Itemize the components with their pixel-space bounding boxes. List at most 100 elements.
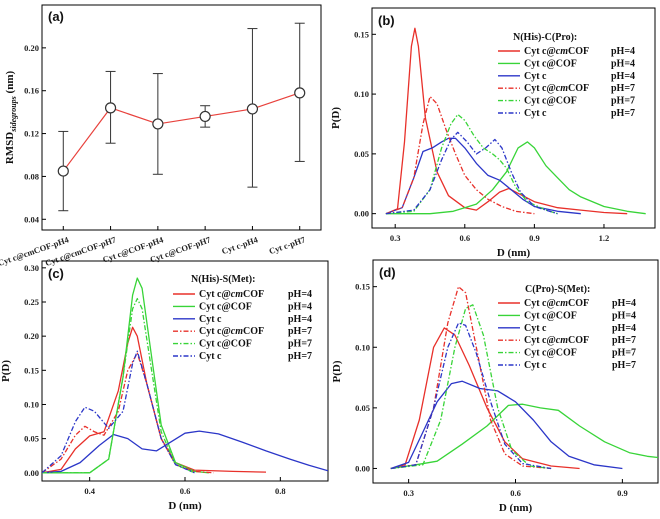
legend-label: Cyt c	[524, 360, 547, 371]
legend-label: Cyt c@COF	[524, 310, 577, 321]
y-tick-label: 0.00	[24, 468, 39, 478]
x-tick-label: 0.9	[617, 488, 628, 498]
legend-title: N(His)-S(Met):	[191, 274, 255, 285]
legend-ph: pH=4	[611, 46, 635, 57]
y-tick-label: 0.20	[24, 331, 39, 341]
legend-ph: pH=4	[611, 58, 635, 69]
legend-ph: pH=7	[288, 326, 312, 337]
y-axis-label: P(D)	[331, 360, 343, 382]
legend-ph: pH=4	[612, 310, 636, 321]
legend-label-part: cm	[556, 335, 568, 346]
legend-label: Cyt c@cmCOF	[524, 335, 589, 346]
series-line-0	[385, 27, 628, 215]
series-group	[390, 286, 658, 470]
data-point	[199, 110, 211, 123]
series-line-4	[42, 297, 195, 474]
y-tick-label: 0.04	[24, 214, 40, 224]
plot-frame	[41, 4, 322, 231]
data-line	[62, 92, 300, 172]
series-line-4	[385, 113, 558, 215]
legend-label: Cyt c@COF	[524, 348, 577, 359]
legend-label-part: cm	[556, 83, 568, 94]
legend-ph: pH=7	[612, 348, 636, 359]
legend-label: Cyt c@cmCOF	[524, 298, 589, 309]
series-line-1	[385, 141, 646, 215]
series-line-5	[42, 350, 195, 474]
data-point	[246, 103, 259, 115]
x-tick-label: 0.6	[510, 488, 521, 498]
series-line-2	[42, 430, 328, 474]
panel-d: 0.00 0.05 0.10 0.15 0.3 0.6 0.9 C(Pro)-S(Met): C…	[331, 259, 659, 514]
category-label: Cyt c-pH4	[220, 234, 259, 256]
legend-ph: pH=7	[288, 351, 312, 362]
series-line-5	[385, 131, 558, 215]
legend-label-part: cm	[556, 298, 568, 309]
series-line-5	[390, 322, 552, 470]
legend-label-part: COF	[568, 83, 589, 94]
data-point	[152, 118, 164, 130]
category-label: Cyt c-pH7	[268, 234, 307, 256]
x-tick-label: 0.3	[403, 488, 414, 498]
y-tick-label: 0.00	[354, 209, 369, 219]
legend-label: Cyt c@COF	[199, 301, 252, 312]
legend-label-part: Cyt c@	[524, 46, 556, 57]
series-group	[385, 27, 646, 215]
panel-label: (d)	[379, 265, 396, 280]
series-line-1	[390, 403, 658, 470]
y-tick-label: 0.25	[24, 297, 39, 307]
legend-ph: pH=7	[611, 108, 635, 119]
legend-ph: pH=4	[612, 298, 636, 309]
x-axis-label: D (nm)	[499, 502, 533, 514]
legend-label-part: cm	[556, 46, 568, 57]
x-tick-label: 0.3	[390, 233, 401, 243]
x-tick-label: 0.9	[529, 233, 540, 243]
legend-ph: pH=4	[611, 71, 635, 82]
series-line-2	[390, 380, 623, 470]
legend-label: Cyt c@cmCOF	[524, 83, 589, 94]
y-axis-label: RMSDsidegroups (nm)	[4, 71, 18, 165]
series-group	[42, 277, 328, 474]
series-line-3	[385, 95, 535, 215]
legend-label-part: Cyt c@	[524, 335, 556, 346]
data-point	[294, 87, 306, 99]
legend-label: Cyt c	[199, 351, 222, 362]
legend-label: Cyt c@COF	[199, 339, 252, 350]
panel-b: 0.00 0.05 0.10 0.15 0.3 0.6 0.9 1.2 N(His)-C(Pro…	[330, 7, 656, 259]
legend-label: Cyt c@cmCOF	[524, 46, 589, 57]
y-tick-label: 0.05	[24, 434, 39, 444]
legend-label: Cyt c@cmCOF	[199, 326, 264, 337]
legend-label-part: COF	[243, 326, 264, 337]
panel-label: (c)	[48, 266, 64, 281]
x-tick-label: 0.6	[180, 486, 191, 496]
legend-label-part: Cyt c@	[524, 83, 556, 94]
y-axis-label-sub: sidegroups	[9, 96, 18, 133]
y-tick-label: 0.10	[354, 89, 369, 99]
legend-ph: pH=7	[288, 339, 312, 350]
data-point	[104, 102, 117, 114]
legend-label: Cyt c	[199, 314, 222, 325]
legend-label-part: COF	[568, 46, 589, 57]
plot-frame	[372, 259, 659, 484]
legend-ph: pH=7	[611, 96, 635, 107]
x-tick-label: 0.4	[84, 486, 95, 496]
panel-label: (a)	[48, 9, 64, 24]
x-tick-label: 1.2	[599, 233, 610, 243]
y-tick-label: 0.10	[24, 399, 39, 409]
x-tick-label: 0.8	[275, 486, 286, 496]
y-axis-label-main: RMSD	[4, 132, 16, 164]
y-tick-label: 0.08	[24, 171, 39, 181]
series-line-3	[42, 352, 214, 474]
legend-label: Cyt c@cmCOF	[199, 289, 264, 300]
y-tick-label: 0.20	[24, 43, 39, 53]
y-tick-label: 0.15	[24, 365, 39, 375]
legend-ph: pH=4	[288, 289, 312, 300]
legend-label-part: cm	[231, 326, 243, 337]
legend-ph: pH=4	[288, 314, 312, 325]
legend-label-part: Cyt c@	[524, 298, 556, 309]
legend-ph: pH=7	[612, 360, 636, 371]
y-tick-label: 0.16	[24, 86, 39, 96]
series-line-1	[42, 277, 209, 474]
data-point	[57, 165, 69, 177]
legend-label: Cyt c	[524, 71, 547, 82]
